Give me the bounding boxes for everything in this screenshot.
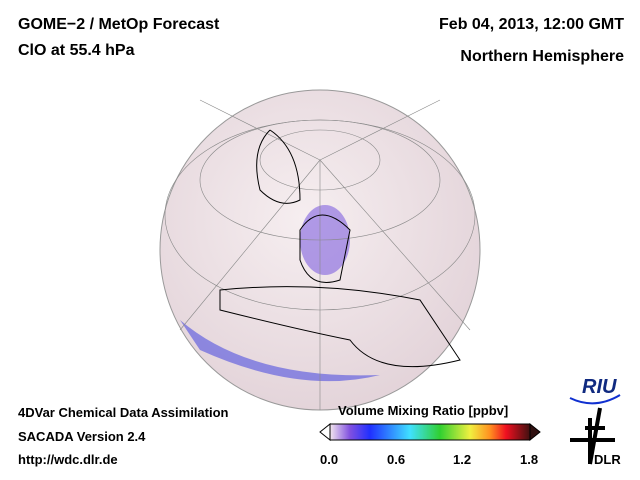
footer-line2: SACADA Version 2.4 <box>18 429 146 444</box>
colorbar <box>329 423 531 441</box>
colorbar-max-arrow <box>529 422 541 442</box>
colorbar-title: Volume Mixing Ratio [ppbv] <box>338 403 509 418</box>
colorbar-min-arrow <box>319 422 331 442</box>
colorbar-tick: 1.8 <box>520 452 539 467</box>
colorbar-tick: 0.0 <box>320 452 339 467</box>
clo-enhancement-south <box>180 320 380 382</box>
species-label: ClO at 55.4 hPa <box>18 42 135 59</box>
colorbar-tick: 1.2 <box>453 452 472 467</box>
map-title: GOME−2 / MetOp Forecast <box>18 16 220 33</box>
footer-url[interactable]: http://wdc.dlr.de <box>18 452 118 467</box>
coastlines <box>219 129 461 368</box>
footer-line1: 4DVar Chemical Data Assimilation <box>18 405 229 420</box>
region-label: Northern Hemisphere <box>460 48 624 65</box>
datetime-label: Feb 04, 2013, 12:00 GMT <box>439 16 624 33</box>
riu-logo-wave <box>569 394 621 405</box>
colorbar-tick: 0.6 <box>387 452 406 467</box>
dlr-logo-text: DLR <box>594 452 621 467</box>
dlr-logo-icon <box>570 407 615 465</box>
riu-logo: RIU <box>582 376 617 398</box>
graticule <box>164 99 476 410</box>
